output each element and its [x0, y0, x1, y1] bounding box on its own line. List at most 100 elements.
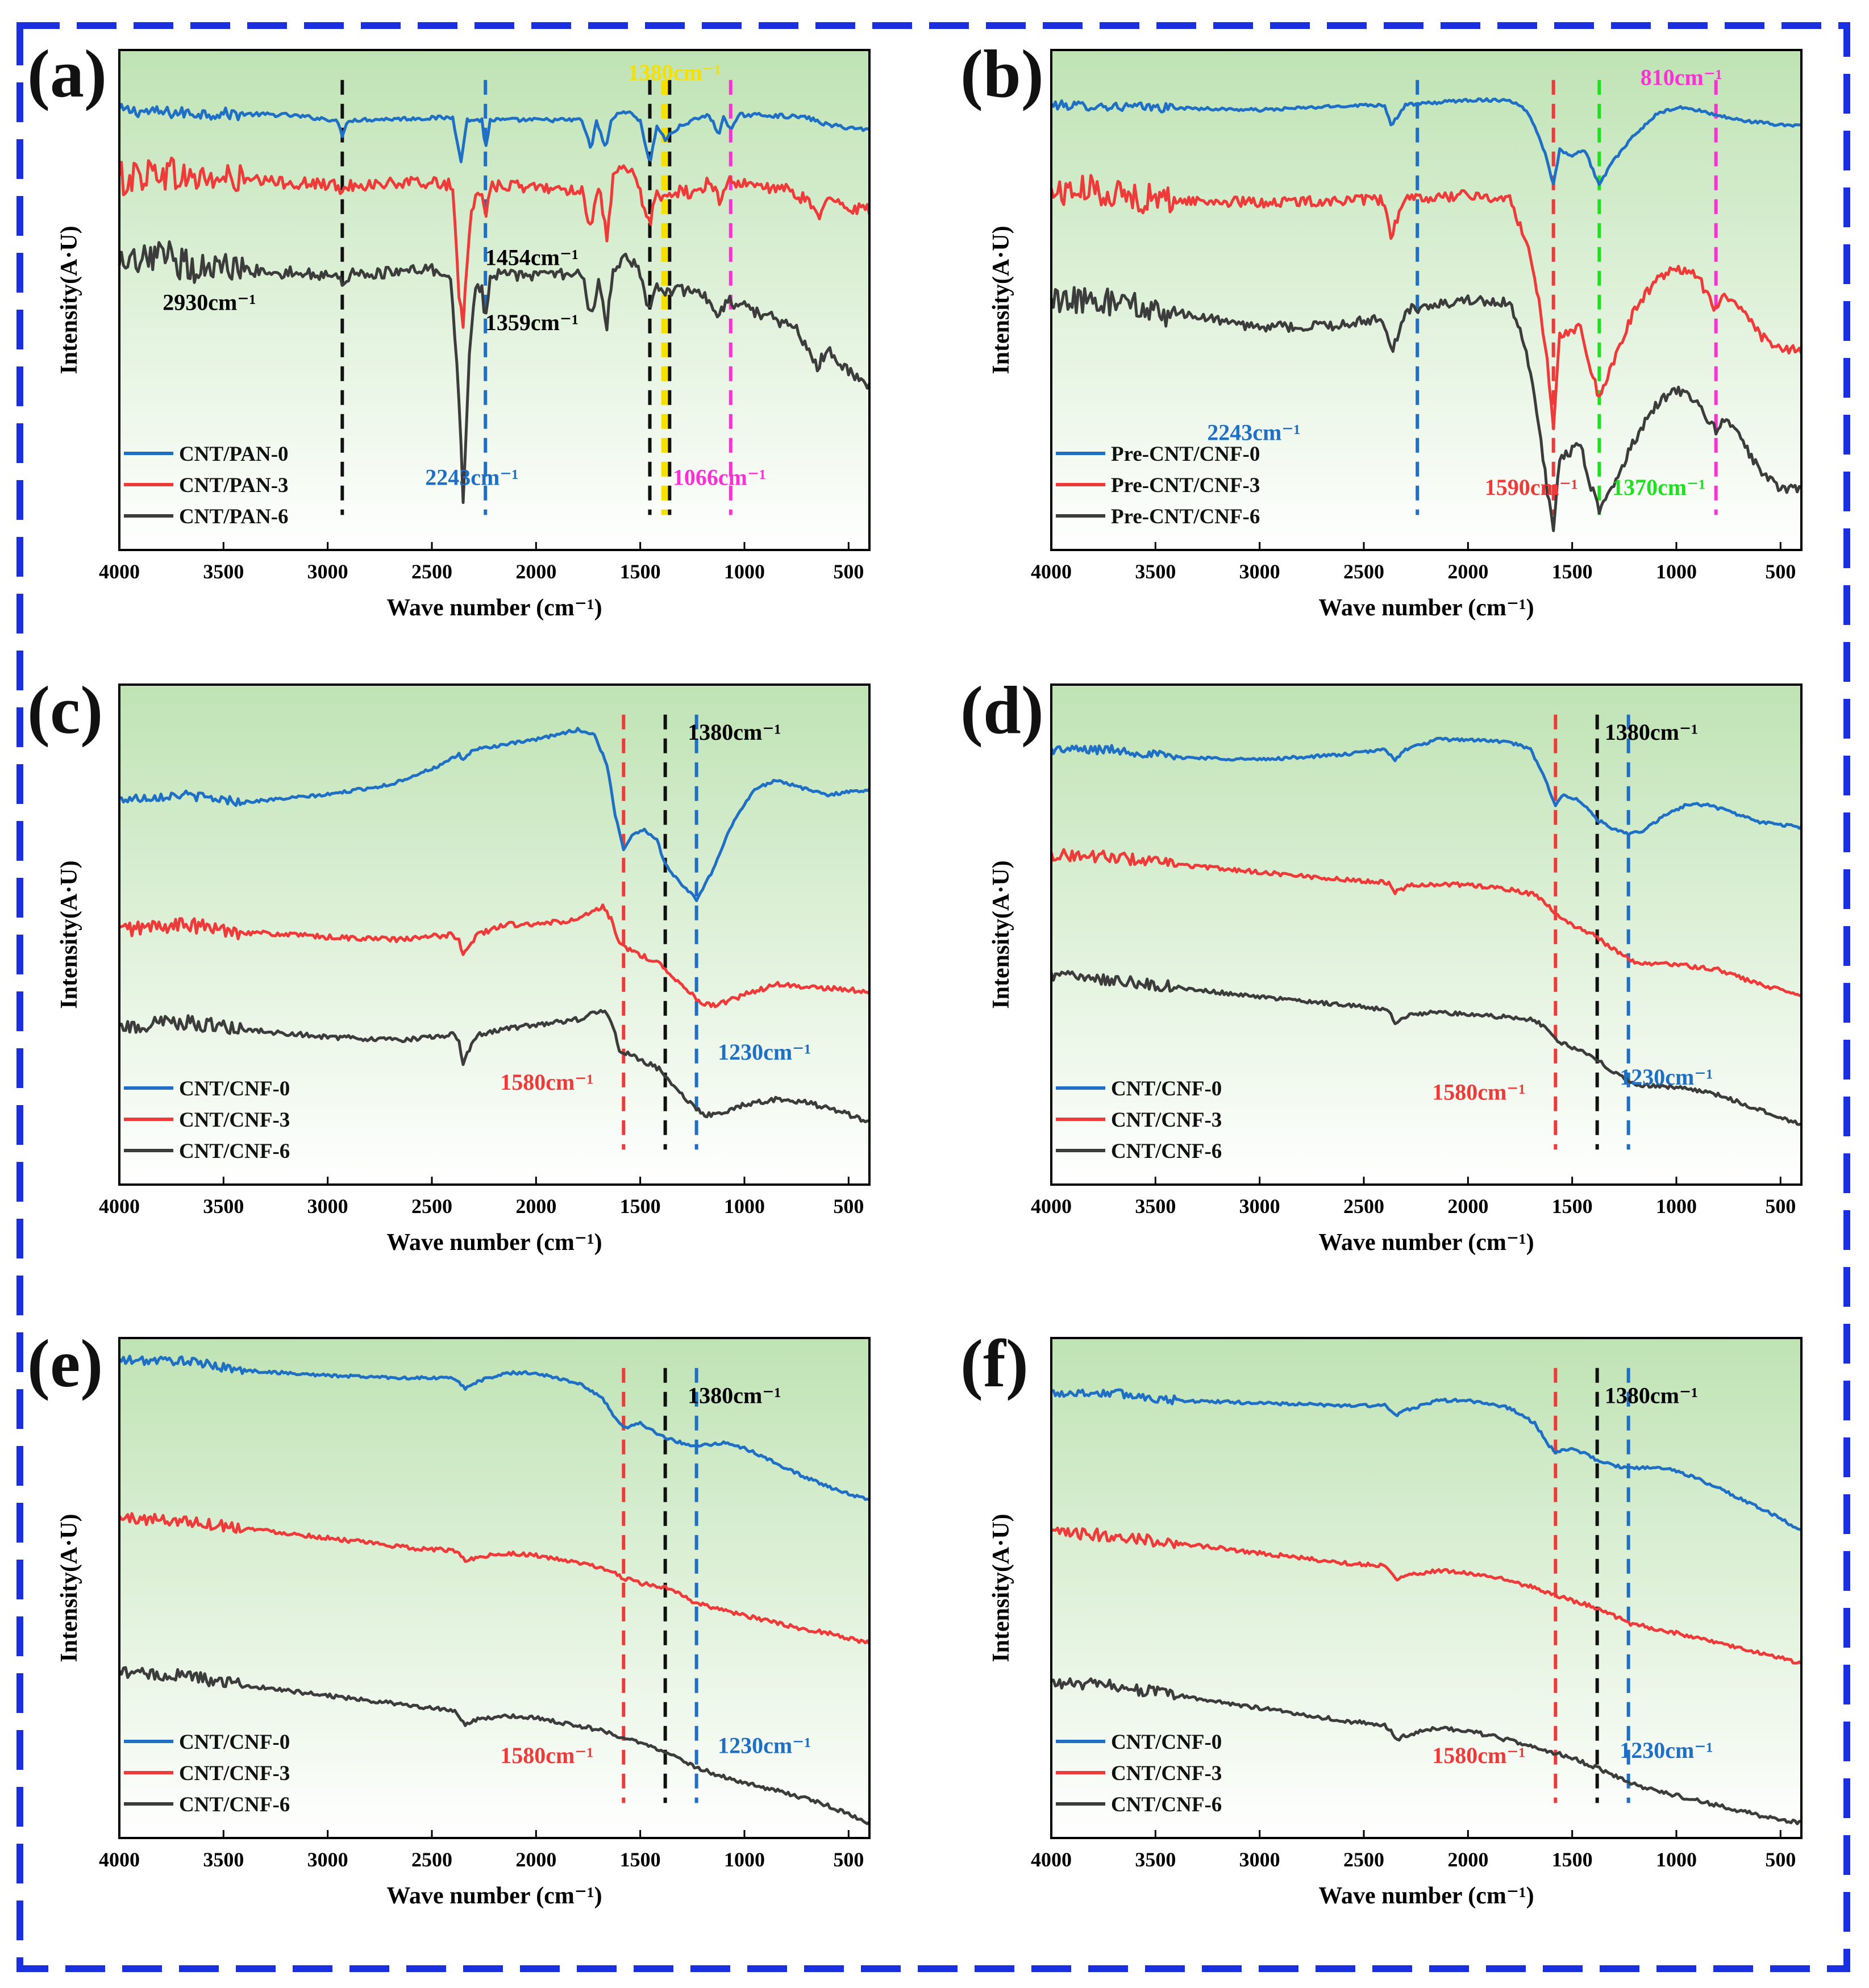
- series-line: [1050, 286, 1803, 532]
- x-tick-label: 500: [833, 1195, 864, 1218]
- panel-label: (b): [960, 36, 1044, 111]
- x-tick-label: 4000: [99, 1848, 140, 1871]
- peak-annotation: 2930cm⁻¹: [163, 290, 256, 315]
- x-tick-label: 2500: [411, 1848, 452, 1871]
- x-tick-label: 2000: [515, 1848, 556, 1871]
- y-axis-title: Intensity(A·U): [56, 226, 82, 374]
- series-line: [1050, 97, 1802, 186]
- legend: CNT/CNF-0 CNT/CNF-3 CNT/CNF-6: [1056, 1077, 1222, 1163]
- peak-annotation: 1590cm⁻¹: [1485, 474, 1578, 500]
- x-tick-label: 1000: [1656, 1848, 1697, 1871]
- peak-annotation: 2243cm⁻¹: [425, 465, 518, 490]
- panels-container: 4000 3500 3000 2500 2000 1500 1000 500 Wave numb…: [27, 36, 1803, 1909]
- peak-annotation: 1230cm⁻¹: [1620, 1737, 1713, 1763]
- x-tick-label: 3000: [307, 1848, 348, 1871]
- series-line: [119, 903, 871, 1008]
- x-axis-title: Wave number (cm⁻¹): [1318, 595, 1534, 621]
- panel-label: (c): [27, 672, 103, 748]
- legend: CNT/CNF-0 CNT/CNF-3 CNT/CNF-6: [1056, 1731, 1222, 1816]
- x-tick-label: 3500: [203, 1195, 244, 1218]
- legend-entry: CNT/CNF-0: [1111, 1731, 1222, 1754]
- series-line: [118, 1354, 870, 1501]
- series-line: [118, 1512, 871, 1645]
- legend-entry: CNT/PAN-3: [179, 474, 289, 497]
- x-tick-label: 3000: [1239, 1848, 1280, 1871]
- plot-area: [1051, 1338, 1801, 1838]
- legend-entry: CNT/CNF-3: [1111, 1108, 1222, 1132]
- legend: CNT/PAN-0 CNT/PAN-3 CNT/PAN-6: [124, 443, 289, 528]
- axis-frame: [118, 683, 871, 1186]
- series-line: [1050, 970, 1802, 1126]
- x-tick-label: 2500: [411, 560, 452, 583]
- x-tick-label: 1500: [620, 1195, 661, 1218]
- axis-frame: [1050, 1337, 1803, 1839]
- legend-entry: CNT/CNF-0: [179, 1731, 290, 1754]
- x-tick-label: 2500: [411, 1195, 452, 1218]
- legend-entry: CNT/CNF-0: [1111, 1077, 1222, 1101]
- x-tick-label: 3500: [203, 560, 244, 583]
- legend-entry: CNT/PAN-0: [179, 443, 289, 466]
- peak-annotation: 1454cm⁻¹: [485, 244, 578, 270]
- legend-entry: CNT/CNF-3: [179, 1108, 290, 1132]
- y-axis-title: Intensity(A·U): [988, 860, 1014, 1008]
- x-tick-label: 500: [833, 560, 864, 583]
- legend-entry: CNT/CNF-3: [1111, 1762, 1222, 1785]
- series-line: [1050, 736, 1803, 837]
- peak-annotation: 1380cm⁻¹: [628, 60, 721, 85]
- legend-entry: CNT/CNF-0: [179, 1077, 290, 1101]
- x-tick-label: 1000: [724, 1848, 765, 1871]
- panel-label: (d): [960, 672, 1044, 748]
- x-tick-label: 3500: [203, 1848, 244, 1871]
- x-tick-label: 1500: [1552, 560, 1593, 583]
- x-axis-title: Wave number (cm⁻¹): [386, 1883, 602, 1909]
- series-line: [1050, 174, 1803, 431]
- panel-a: 4000 3500 3000 2500 2000 1500 1000 500 Wave numb…: [27, 36, 871, 621]
- x-tick-label: 1500: [620, 1848, 661, 1871]
- x-tick-label: 3500: [1135, 1848, 1176, 1871]
- x-tick-label: 2500: [1343, 560, 1384, 583]
- x-tick-label: 500: [1765, 1848, 1796, 1871]
- plot-area: [119, 1338, 869, 1838]
- series-line: [118, 240, 871, 504]
- panel-label: (f): [960, 1326, 1029, 1401]
- panel-d: 4000 3500 3000 2500 2000 1500 1000 500 Wave numb…: [960, 672, 1803, 1256]
- peak-annotation: 1380cm⁻¹: [688, 719, 781, 745]
- x-tick-label: 1500: [620, 560, 661, 583]
- x-tick-label: 2000: [515, 1195, 556, 1218]
- x-tick-label: 4000: [1031, 1848, 1072, 1871]
- x-tick-label: 1000: [1656, 560, 1697, 583]
- axis-frame: [1050, 683, 1803, 1186]
- peak-annotation: 1380cm⁻¹: [688, 1382, 781, 1408]
- x-axis-title: Wave number (cm⁻¹): [1318, 1883, 1534, 1909]
- x-axis-title: Wave number (cm⁻¹): [1318, 1230, 1534, 1256]
- series-line: [119, 1008, 870, 1123]
- legend-entry: Pre-CNT/CNF-3: [1111, 474, 1260, 497]
- peak-annotation: 1580cm⁻¹: [500, 1743, 593, 1768]
- series-line: [118, 156, 871, 329]
- x-tick-label: 3500: [1135, 560, 1176, 583]
- y-axis-title: Intensity(A·U): [988, 1514, 1014, 1662]
- series-line: [1051, 1526, 1803, 1665]
- legend-entry: CNT/CNF-3: [179, 1762, 290, 1785]
- x-tick-label: 3000: [307, 1195, 348, 1218]
- x-tick-label: 2000: [1447, 560, 1488, 583]
- peak-annotation: 1580cm⁻¹: [500, 1069, 593, 1095]
- x-tick-label: 2000: [515, 560, 556, 583]
- x-tick-label: 1000: [724, 560, 765, 583]
- y-axis-title: Intensity(A·U): [56, 1514, 82, 1662]
- x-tick-label: 2500: [1343, 1848, 1384, 1871]
- x-tick-label: 3000: [1239, 1195, 1280, 1218]
- x-tick-label: 3500: [1135, 1195, 1176, 1218]
- peak-annotation: 1230cm⁻¹: [718, 1039, 811, 1065]
- y-axis-title: Intensity(A·U): [56, 860, 82, 1008]
- plot-area: [1051, 50, 1801, 550]
- series-line: [1051, 1388, 1802, 1531]
- peak-annotation: 1380cm⁻¹: [1605, 719, 1698, 745]
- x-tick-label: 2000: [1447, 1848, 1488, 1871]
- x-tick-label: 1500: [1552, 1848, 1593, 1871]
- outer-dashed-border: [16, 22, 1850, 1972]
- x-tick-label: 3000: [1239, 560, 1280, 583]
- panel-label: (e): [27, 1326, 103, 1401]
- x-tick-label: 500: [1765, 1195, 1796, 1218]
